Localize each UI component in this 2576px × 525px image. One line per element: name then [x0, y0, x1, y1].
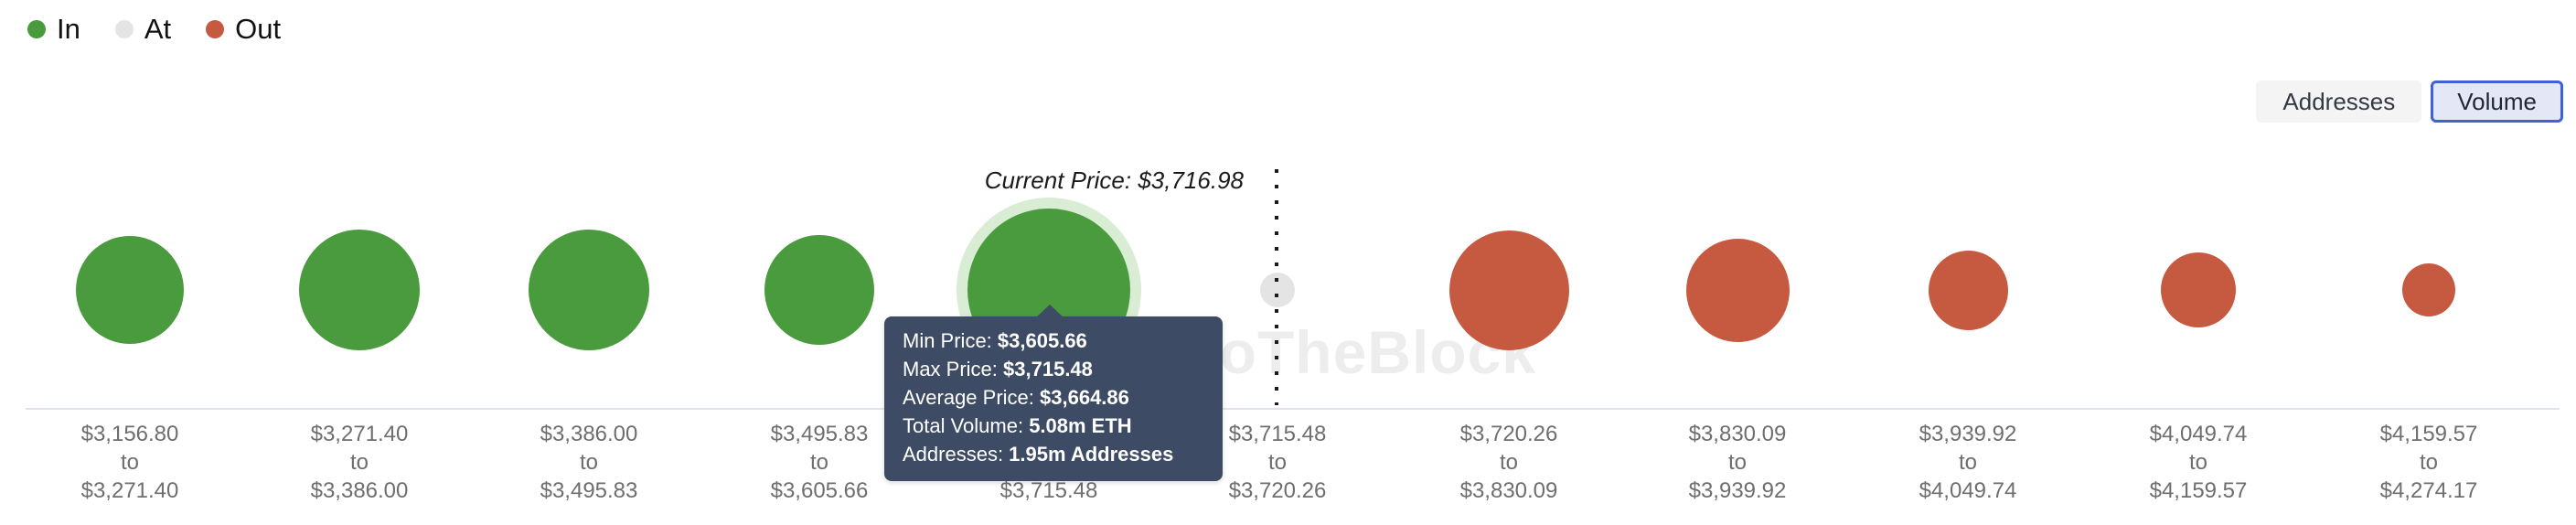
addresses-button[interactable]: Addresses [2256, 80, 2422, 123]
bubble-out-7[interactable] [1685, 238, 1790, 342]
x-axis-label-3: $3,495.83 to $3,605.66 [770, 422, 869, 503]
legend-label-at: At [144, 13, 172, 45]
in-dot-icon [27, 20, 46, 38]
x-axis-line [26, 408, 2560, 410]
x-axis-label-2: $3,386.00 to $3,495.83 [540, 422, 638, 503]
legend: In At Out [27, 13, 281, 46]
tooltip-total-volume: Total Volume: 5.08m ETH [903, 414, 1132, 437]
current-price-label: Current Price: $3,716.98 [984, 166, 1244, 194]
legend-item-at[interactable]: At [114, 13, 172, 46]
legend-item-in[interactable]: In [27, 13, 80, 46]
tooltip-caret-icon [1036, 305, 1064, 317]
bubble-out-10[interactable] [2402, 263, 2455, 316]
current-price-line [1275, 169, 1278, 405]
volume-button[interactable]: Volume [2431, 80, 2563, 123]
tooltip-min-price: Min Price: $3,605.66 [903, 329, 1087, 352]
bubble-out-8[interactable] [1928, 250, 2008, 330]
legend-item-out[interactable]: Out [206, 13, 281, 46]
x-axis-label-0: $3,156.80 to $3,271.40 [80, 422, 179, 503]
legend-label-in: In [57, 13, 80, 45]
metric-toggle: Addresses Volume [2256, 80, 2563, 123]
x-axis-label-10: $4,159.57 to $4,274.17 [2379, 422, 2478, 503]
bubble-in-3[interactable] [764, 235, 874, 345]
tooltip-addresses: Addresses: 1.95m Addresses [903, 443, 1174, 466]
x-axis-label-6: $3,720.26 to $3,830.09 [1459, 422, 1558, 503]
bubble-in-0[interactable] [76, 236, 184, 344]
out-dot-icon [206, 20, 225, 38]
legend-label-out: Out [235, 13, 282, 45]
x-axis-label-9: $4,049.74 to $4,159.57 [2149, 422, 2248, 503]
at-dot-icon [114, 20, 134, 38]
tooltip-max-price: Max Price: $3,715.48 [903, 358, 1093, 380]
x-axis-label-1: $3,271.40 to $3,386.00 [310, 422, 409, 503]
bubble-in-2[interactable] [529, 230, 649, 350]
x-axis-label-8: $3,939.92 to $4,049.74 [1919, 422, 2017, 503]
bubble-in-1[interactable] [299, 230, 420, 350]
tooltip-average-price: Average Price: $3,664.86 [903, 386, 1129, 409]
tooltip: Min Price: $3,605.66 Max Price: $3,715.4… [884, 305, 1223, 481]
bubble-out-9[interactable] [2161, 252, 2236, 327]
bubble-out-6[interactable] [1448, 230, 1569, 350]
x-axis-label-7: $3,830.09 to $3,939.92 [1688, 422, 1787, 503]
x-axis-label-5: $3,715.48 to $3,720.26 [1228, 422, 1327, 503]
